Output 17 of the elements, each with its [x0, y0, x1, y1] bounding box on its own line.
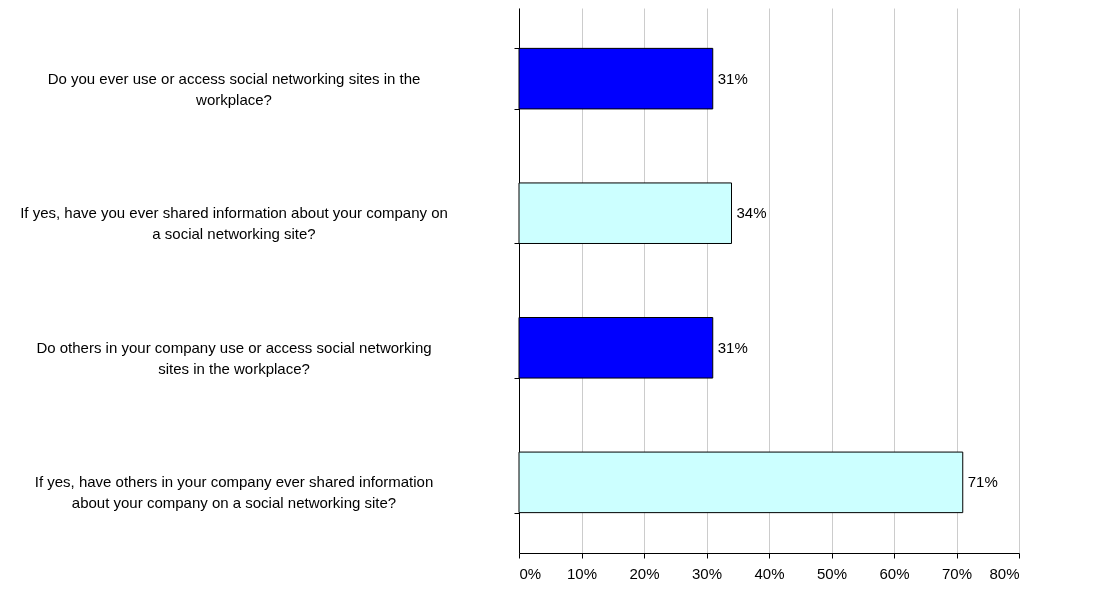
x-tick-label: 40%: [754, 564, 785, 582]
data-label: 31%: [717, 69, 748, 87]
data-label: 71%: [967, 473, 998, 491]
y-tick-label: If yes, have you ever shared information about your company on a social networking site?: [20, 204, 448, 243]
data-label: 34%: [736, 204, 767, 222]
data-label: 31%: [717, 338, 748, 356]
x-tick-label: 70%: [941, 564, 973, 582]
x-tick-label: 50%: [816, 564, 848, 582]
y-tick-label: Do you ever use or access social networking sites in the workplace?: [47, 69, 421, 108]
y-tick-label: If yes, have others in your company ever shared information about your company on a social networking site?: [34, 473, 434, 512]
x-tick-label: 30%: [691, 564, 723, 582]
x-tick-label: 20%: [629, 564, 660, 582]
x-tick-label: 60%: [879, 564, 910, 582]
y-tick-label: Do others in your company use or access social networking sites in the workplace?: [36, 338, 432, 377]
x-tick-label: 80%: [989, 564, 1020, 582]
x-tick-label: 0%: [519, 564, 542, 582]
x-tick-label: 10%: [566, 564, 598, 582]
